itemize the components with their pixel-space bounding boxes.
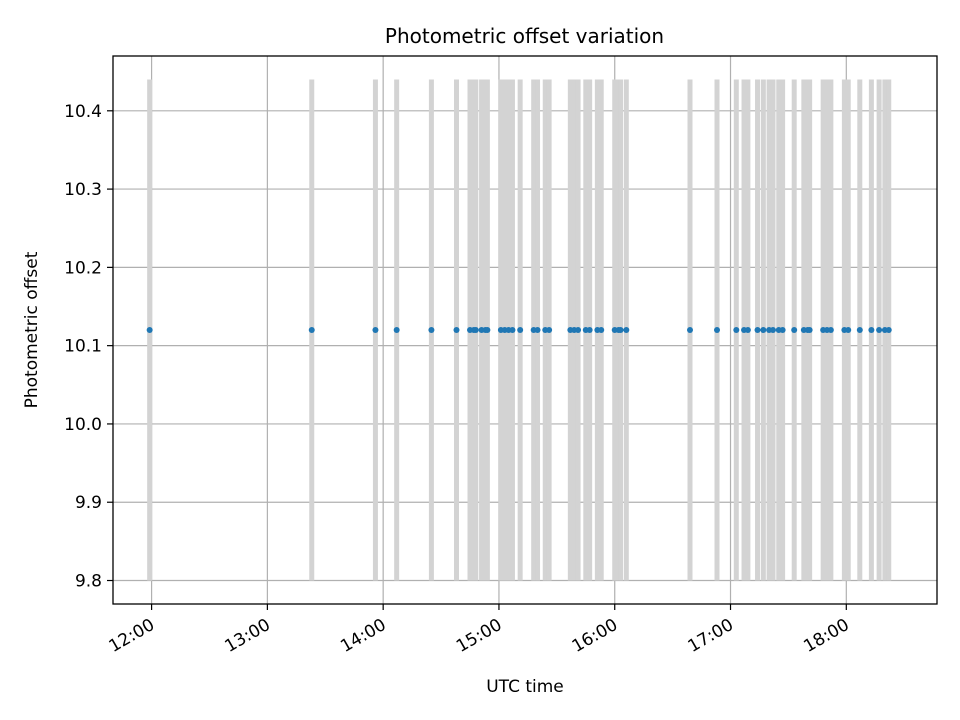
data-point — [686, 327, 693, 333]
data-point — [714, 327, 721, 333]
data-point — [509, 327, 516, 333]
data-point — [744, 327, 751, 333]
x-axis-title: UTC time — [486, 677, 564, 697]
data-point — [868, 327, 875, 333]
y-tick-label: 10.4 — [64, 102, 102, 122]
data-point — [393, 327, 400, 333]
data-point — [791, 327, 798, 333]
y-axis-ticks: 9.8 9.9 10.0 10.1 10.2 10.3 10.4 — [64, 102, 113, 592]
data-point — [806, 327, 813, 333]
y-tick-label: 10.2 — [64, 258, 102, 278]
data-point — [598, 327, 605, 333]
data-point — [484, 327, 491, 333]
y-axis-title: Photometric offset — [22, 251, 42, 408]
data-point — [876, 327, 883, 333]
y-tick-label: 9.8 — [75, 572, 102, 592]
data-point — [733, 327, 740, 333]
data-point — [845, 327, 852, 333]
data-point — [779, 327, 786, 333]
chart-title: Photometric offset variation — [385, 24, 664, 48]
data-point — [827, 327, 834, 333]
data-point — [760, 327, 767, 333]
data-point — [623, 327, 630, 333]
data-point — [885, 327, 892, 333]
y-tick-label: 9.9 — [75, 493, 102, 513]
data-point — [856, 327, 863, 333]
grid-lines — [113, 56, 937, 604]
data-point — [754, 327, 761, 333]
data-point — [586, 327, 593, 333]
data-point — [428, 327, 435, 333]
data-point — [453, 327, 460, 333]
data-point — [308, 327, 315, 333]
data-point — [372, 327, 379, 333]
data-point — [546, 327, 553, 333]
y-tick-label: 10.0 — [64, 415, 102, 435]
y-tick-label: 10.3 — [64, 180, 102, 200]
data-point — [534, 327, 541, 333]
data-point — [575, 327, 582, 333]
data-point — [769, 327, 776, 333]
data-point — [517, 327, 524, 333]
plot-frame — [112, 55, 938, 605]
y-tick-label: 10.1 — [64, 337, 102, 357]
data-point — [617, 327, 624, 333]
data-point — [472, 327, 479, 333]
data-point — [146, 327, 153, 333]
data-points — [146, 327, 892, 333]
